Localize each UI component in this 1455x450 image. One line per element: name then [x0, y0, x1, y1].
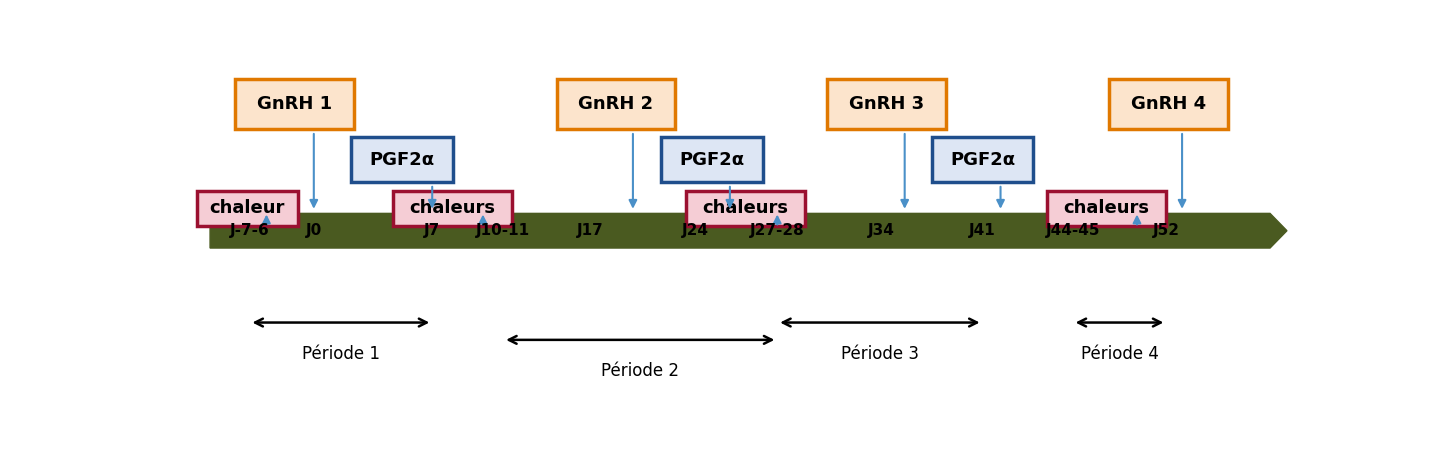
Text: J24: J24	[681, 223, 709, 238]
Text: GnRH 1: GnRH 1	[258, 95, 332, 113]
Text: chaleurs: chaleurs	[1064, 199, 1149, 217]
Text: J-7-6: J-7-6	[230, 223, 269, 238]
Text: PGF2α: PGF2α	[950, 151, 1016, 169]
FancyBboxPatch shape	[351, 137, 453, 182]
Text: J34: J34	[867, 223, 895, 238]
Text: Période 3: Période 3	[841, 345, 920, 363]
Text: Période 2: Période 2	[601, 362, 679, 380]
FancyBboxPatch shape	[557, 79, 675, 129]
Text: chaleurs: chaleurs	[703, 199, 789, 217]
Text: GnRH 2: GnRH 2	[579, 95, 653, 113]
Text: Période 4: Période 4	[1081, 345, 1158, 363]
Text: J17: J17	[576, 223, 604, 238]
Text: J41: J41	[969, 223, 995, 238]
Text: GnRH 3: GnRH 3	[850, 95, 924, 113]
Text: J44-45: J44-45	[1046, 223, 1100, 238]
FancyBboxPatch shape	[1048, 191, 1165, 225]
Text: PGF2α: PGF2α	[679, 151, 745, 169]
FancyBboxPatch shape	[196, 191, 298, 225]
FancyBboxPatch shape	[236, 79, 354, 129]
Text: J27-28: J27-28	[749, 223, 805, 238]
Polygon shape	[210, 213, 1288, 248]
Text: J7: J7	[423, 223, 441, 238]
FancyBboxPatch shape	[661, 137, 762, 182]
FancyBboxPatch shape	[687, 191, 805, 225]
Text: J0: J0	[306, 223, 322, 238]
Text: chaleurs: chaleurs	[409, 199, 496, 217]
Text: GnRH 4: GnRH 4	[1131, 95, 1206, 113]
Text: chaleur: chaleur	[210, 199, 285, 217]
Text: Période 1: Période 1	[301, 345, 380, 363]
FancyBboxPatch shape	[393, 191, 512, 225]
Text: J10-11: J10-11	[476, 223, 530, 238]
FancyBboxPatch shape	[1109, 79, 1228, 129]
Text: PGF2α: PGF2α	[370, 151, 435, 169]
Text: J52: J52	[1152, 223, 1180, 238]
FancyBboxPatch shape	[931, 137, 1033, 182]
FancyBboxPatch shape	[828, 79, 946, 129]
